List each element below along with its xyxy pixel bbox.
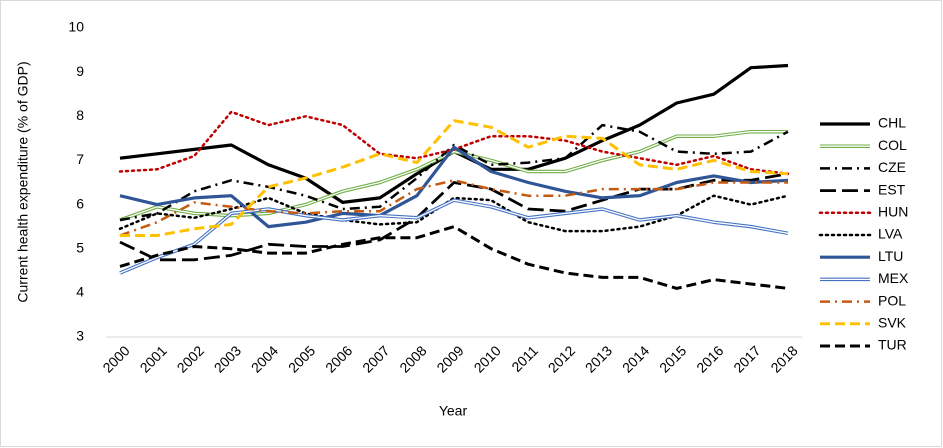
legend-label: POL bbox=[878, 292, 906, 308]
legend-label: EST bbox=[878, 181, 906, 197]
y-axis-label: Current health expenditure (% of GDP) bbox=[15, 61, 31, 302]
series-line-inner bbox=[119, 199, 789, 274]
legend-label: HUN bbox=[878, 204, 908, 220]
series-line bbox=[119, 145, 789, 229]
legend-label: MEX bbox=[878, 270, 909, 286]
series-line bbox=[119, 172, 789, 262]
series-line bbox=[119, 123, 789, 222]
series-line bbox=[119, 179, 788, 237]
legend-label: SVK bbox=[878, 315, 907, 331]
legend-label: LTU bbox=[878, 248, 903, 264]
y-tick-label: 10 bbox=[68, 19, 84, 35]
y-tick-label: 5 bbox=[76, 239, 84, 255]
legend-label: COL bbox=[878, 137, 907, 153]
y-tick-label: 6 bbox=[76, 195, 84, 211]
y-tick-label: 9 bbox=[76, 63, 84, 79]
legend-label: TUR bbox=[878, 337, 907, 353]
legend-label: CZE bbox=[878, 159, 906, 175]
series-line bbox=[120, 119, 789, 237]
y-tick-label: 3 bbox=[76, 328, 84, 344]
x-axis-label: Year bbox=[439, 403, 468, 419]
legend-label: CHL bbox=[878, 115, 906, 131]
y-tick-label: 7 bbox=[76, 151, 84, 167]
legend-label: LVA bbox=[878, 226, 903, 242]
y-tick-label: 4 bbox=[76, 284, 84, 300]
y-tick-label: 8 bbox=[76, 107, 84, 123]
series-line bbox=[119, 225, 789, 290]
